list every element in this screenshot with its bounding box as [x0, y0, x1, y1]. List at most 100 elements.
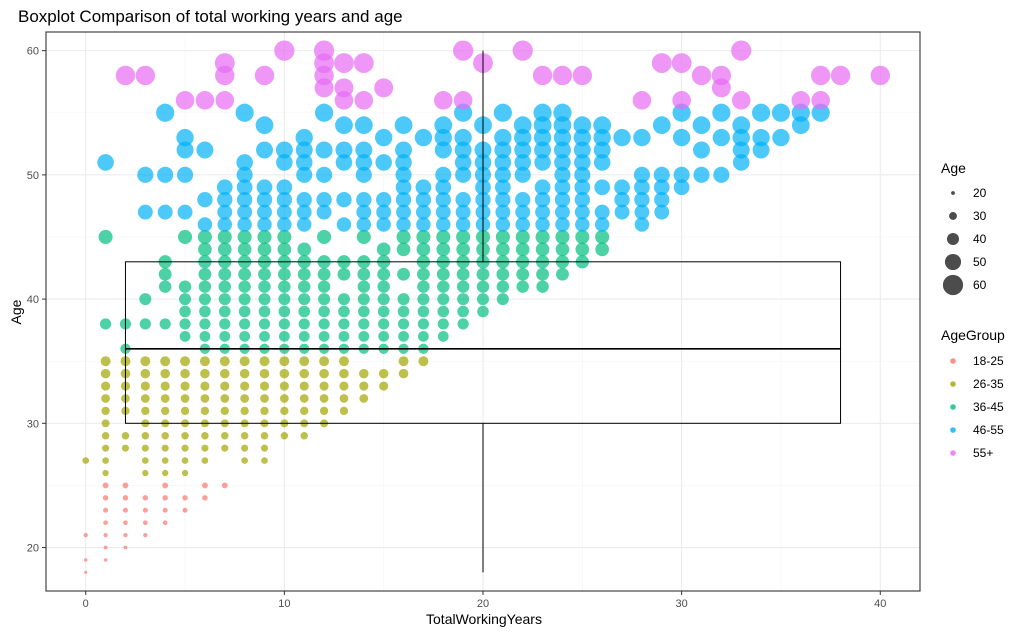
data-point: [377, 305, 390, 318]
data-point: [239, 368, 250, 379]
data-point: [334, 78, 354, 98]
data-point: [515, 204, 531, 220]
data-point: [575, 217, 590, 232]
data-point: [278, 280, 291, 293]
data-point: [299, 394, 309, 403]
data-point: [496, 267, 510, 281]
data-point: [142, 507, 148, 513]
data-point: [318, 330, 330, 342]
data-point: [731, 40, 752, 61]
data-point: [315, 141, 333, 159]
data-point: [176, 166, 194, 183]
data-point: [199, 318, 211, 330]
data-point: [359, 381, 369, 391]
data-point: [417, 305, 430, 318]
data-point: [414, 128, 433, 147]
data-point: [514, 141, 532, 159]
data-point: [159, 318, 171, 330]
data-point: [280, 406, 289, 416]
data-point: [673, 166, 690, 183]
data-point: [240, 431, 249, 440]
data-point: [533, 116, 552, 135]
data-point: [573, 141, 591, 159]
data-point: [162, 469, 169, 477]
data-point: [415, 192, 432, 208]
data-point: [257, 229, 272, 245]
data-point: [122, 495, 129, 501]
data-point: [513, 116, 532, 135]
data-point: [279, 394, 289, 403]
data-point: [276, 204, 292, 220]
data-point: [456, 267, 470, 281]
boxplot: [124, 50, 842, 573]
data-point: [572, 65, 593, 86]
data-point: [278, 305, 291, 318]
data-point: [257, 217, 272, 232]
color-legend-label: 26-35: [973, 377, 1004, 391]
y-axis-title: Age: [8, 299, 24, 324]
data-point: [218, 305, 231, 318]
data-point: [100, 368, 111, 379]
data-point: [593, 141, 611, 159]
data-point: [200, 368, 210, 379]
data-point: [123, 545, 128, 550]
data-point: [378, 330, 390, 342]
data-point: [435, 166, 452, 183]
data-point: [691, 65, 712, 86]
data-point: [495, 217, 511, 232]
data-point: [614, 179, 630, 196]
data-point: [279, 381, 289, 391]
data-point: [358, 330, 370, 342]
data-point: [176, 141, 194, 159]
data-point: [437, 305, 450, 318]
data-point: [555, 242, 570, 257]
data-point: [334, 53, 354, 73]
data-point: [240, 406, 249, 416]
size-legend-label: 50: [973, 255, 987, 269]
data-point: [299, 356, 310, 367]
data-point: [142, 520, 148, 525]
data-point: [319, 406, 329, 416]
data-point: [534, 141, 552, 159]
data-point: [241, 444, 249, 452]
data-point: [593, 116, 612, 135]
data-point: [298, 293, 311, 306]
data-point: [453, 40, 474, 61]
data-point: [84, 558, 88, 562]
data-point: [496, 293, 509, 306]
data-point: [379, 381, 389, 391]
size-legend-label: 40: [973, 232, 987, 246]
data-point: [181, 444, 189, 452]
data-point: [454, 154, 472, 171]
data-point: [752, 128, 770, 147]
data-point: [137, 166, 154, 183]
data-point: [556, 267, 569, 281]
data-point: [354, 116, 373, 135]
color-legend-title: AgeGroup: [941, 327, 1005, 343]
data-point: [417, 293, 430, 306]
data-point: [396, 204, 411, 220]
size-legend-label: 60: [973, 278, 987, 292]
data-point: [219, 318, 231, 330]
data-point: [141, 406, 150, 416]
data-point: [359, 368, 369, 379]
data-point: [296, 192, 312, 208]
data-point: [870, 65, 890, 86]
data-point: [198, 280, 212, 293]
data-point: [240, 381, 250, 391]
data-points: [82, 40, 890, 574]
data-point: [437, 280, 450, 293]
data-point: [175, 91, 195, 110]
data-point: [258, 318, 271, 330]
data-point: [712, 103, 731, 122]
color-legend-key: [950, 427, 956, 433]
data-point: [143, 532, 148, 538]
data-point: [574, 154, 591, 171]
data-point: [162, 520, 168, 525]
data-point: [515, 229, 530, 245]
size-legend-title: Age: [941, 160, 966, 176]
data-point: [298, 280, 311, 293]
data-point: [336, 217, 352, 232]
data-point: [398, 368, 409, 379]
